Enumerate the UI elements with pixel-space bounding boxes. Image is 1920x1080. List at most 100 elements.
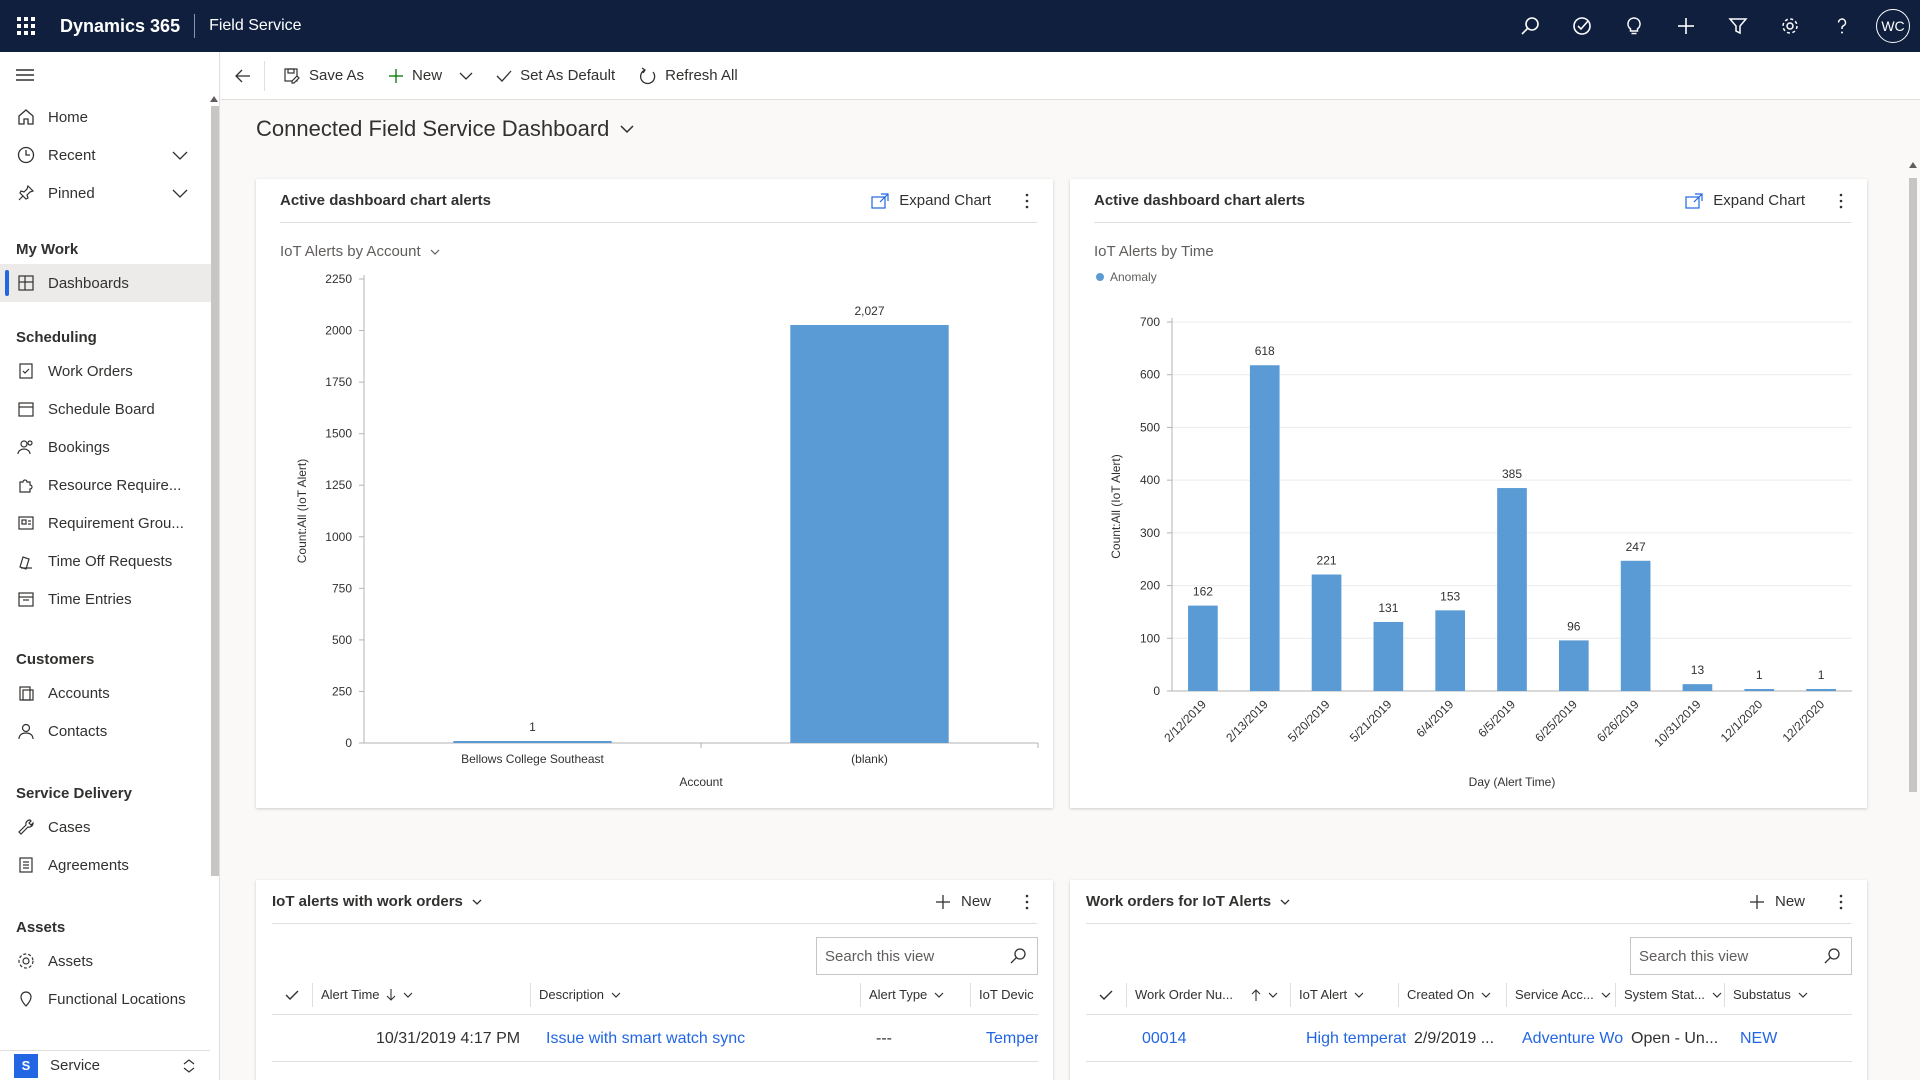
- data-label: 153: [1440, 589, 1460, 603]
- sidebar-group-title: My Work: [16, 241, 79, 258]
- sidebar-item-time-off-requests[interactable]: Time Off Requests: [0, 542, 219, 580]
- data-label: 1: [529, 720, 536, 734]
- scrollbar-thumb[interactable]: [1909, 178, 1917, 792]
- new-record-button[interactable]: New: [1749, 893, 1805, 910]
- sidebar-item-contacts[interactable]: Contacts: [0, 712, 219, 750]
- chart-view-selector[interactable]: IoT Alerts by Account: [280, 243, 441, 260]
- cell-iot-alert-link[interactable]: High temperatu: [1306, 1029, 1406, 1047]
- sidebar-item-assets[interactable]: Assets: [0, 942, 219, 980]
- search-input[interactable]: Search this view: [1630, 937, 1852, 975]
- x-tick-label: 2/12/2019: [1161, 697, 1209, 745]
- sidebar-item-label: Contacts: [48, 722, 108, 740]
- sidebar-item-pinned[interactable]: Pinned: [0, 174, 219, 212]
- sidebar-item-dashboards[interactable]: Dashboards: [0, 264, 219, 302]
- sidebar-item-agreements[interactable]: Agreements: [0, 846, 219, 884]
- column-header-work-order-number[interactable]: Work Order Nu...: [1126, 982, 1290, 1007]
- plus-icon: [388, 68, 404, 84]
- scrollbar-thumb[interactable]: [211, 106, 219, 876]
- sidebar-item-accounts[interactable]: Accounts: [0, 674, 219, 712]
- column-header-substatus[interactable]: Substatus: [1724, 982, 1812, 1007]
- time-off-icon: [16, 551, 36, 571]
- sidebar-item-requirement-groups[interactable]: Requirement Grou...: [0, 504, 219, 542]
- settings-button[interactable]: [1764, 0, 1816, 52]
- column-label: Alert Type: [869, 987, 928, 1002]
- sidebar-item-schedule-board[interactable]: Schedule Board: [0, 390, 219, 428]
- chevron-down-icon[interactable]: [171, 184, 189, 202]
- expand-chart-button[interactable]: Expand Chart: [871, 192, 991, 209]
- sidebar-scrollbar[interactable]: [209, 96, 219, 1076]
- view-selector[interactable]: IoT alerts with work orders: [272, 893, 935, 910]
- search-icon[interactable]: [1009, 947, 1027, 965]
- search-icon[interactable]: [1823, 947, 1841, 965]
- brand-title[interactable]: Dynamics 365: [60, 15, 181, 36]
- refresh-icon: [639, 66, 657, 85]
- new-button[interactable]: New: [376, 52, 454, 100]
- bar: [1744, 689, 1775, 691]
- new-dropdown-button[interactable]: [454, 52, 484, 100]
- column-header-alert-time[interactable]: Alert Time: [312, 982, 530, 1007]
- cell-service-account-link[interactable]: Adventure Wor: [1522, 1029, 1623, 1047]
- gear-icon: [1782, 18, 1798, 34]
- quick-create-button[interactable]: [1660, 0, 1712, 52]
- more-options-icon[interactable]: [1831, 894, 1851, 910]
- new-record-button[interactable]: New: [935, 893, 991, 910]
- sidebar-toggle-button[interactable]: [0, 52, 219, 98]
- sidebar-item-cases[interactable]: Cases: [0, 808, 219, 846]
- save-as-button[interactable]: Save As: [271, 52, 376, 100]
- refresh-all-button[interactable]: Refresh All: [627, 52, 750, 100]
- chart-legend[interactable]: Anomaly: [1096, 270, 1157, 284]
- area-switcher[interactable]: S Service: [0, 1050, 210, 1080]
- column-header-created-on[interactable]: Created On: [1398, 982, 1506, 1007]
- sidebar-item-label: Pinned: [48, 184, 95, 202]
- chevron-down-icon: [472, 899, 482, 905]
- sidebar-item-label: Recent: [48, 146, 96, 164]
- column-header-iot-device[interactable]: IoT Devic: [970, 982, 1038, 1007]
- select-all-checkbox[interactable]: [1086, 989, 1126, 1001]
- chevron-down-icon[interactable]: [171, 146, 189, 164]
- search-button[interactable]: [1504, 0, 1556, 52]
- cell-work-order-number-link[interactable]: 00014: [1142, 1029, 1187, 1047]
- back-button[interactable]: [221, 60, 265, 91]
- scroll-up-icon[interactable]: [210, 96, 218, 102]
- more-options-icon[interactable]: [1831, 193, 1851, 209]
- ideas-button[interactable]: [1608, 0, 1660, 52]
- cell-iot-device-link[interactable]: Temper: [986, 1029, 1038, 1047]
- set-as-default-button[interactable]: Set As Default: [484, 52, 627, 100]
- set-as-default-label: Set As Default: [520, 67, 616, 84]
- sidebar-item-resource-requirements[interactable]: Resource Require...: [0, 466, 219, 504]
- column-header-service-account[interactable]: Service Acc...: [1506, 982, 1615, 1007]
- advanced-find-button[interactable]: [1712, 0, 1764, 52]
- y-tick-label: 500: [1140, 420, 1160, 434]
- cell-description-link[interactable]: Issue with smart watch sync: [546, 1029, 746, 1047]
- bar: [1620, 560, 1651, 691]
- column-label: System Stat...: [1624, 987, 1705, 1002]
- cell-substatus-link[interactable]: NEW: [1740, 1029, 1778, 1047]
- main-scrollbar[interactable]: [1906, 160, 1920, 1080]
- help-button[interactable]: [1816, 0, 1868, 52]
- sidebar-item-time-entries[interactable]: Time Entries: [0, 580, 219, 618]
- sidebar-item-recent[interactable]: Recent: [0, 136, 219, 174]
- user-avatar[interactable]: WC: [1876, 9, 1910, 43]
- sidebar-item-bookings[interactable]: Bookings: [0, 428, 219, 466]
- column-header-alert-type[interactable]: Alert Type: [860, 982, 970, 1007]
- view-selector[interactable]: Work orders for IoT Alerts: [1086, 893, 1749, 910]
- column-header-system-status[interactable]: System Stat...: [1615, 982, 1724, 1007]
- column-header-iot-alert[interactable]: IoT Alert: [1290, 982, 1398, 1007]
- more-options-icon[interactable]: [1017, 894, 1037, 910]
- dashboard-selector[interactable]: Connected Field Service Dashboard: [256, 116, 635, 142]
- table-row[interactable]: 00014 High temperatu 2/9/2019 ... Advent…: [1086, 1016, 1852, 1062]
- app-launcher-button[interactable]: [0, 0, 52, 52]
- select-all-checkbox[interactable]: [272, 989, 312, 1001]
- search-input[interactable]: Search this view: [816, 937, 1038, 975]
- column-header-description[interactable]: Description: [530, 982, 860, 1007]
- sidebar-item-functional-locations[interactable]: Functional Locations: [0, 980, 219, 1018]
- sidebar-item-home[interactable]: Home: [0, 98, 219, 136]
- column-label: Service Acc...: [1515, 987, 1594, 1002]
- table-row[interactable]: 10/31/2019 4:17 PM Issue with smart watc…: [272, 1016, 1038, 1062]
- app-name[interactable]: Field Service: [209, 17, 302, 34]
- sidebar-item-work-orders[interactable]: Work Orders: [0, 352, 219, 390]
- scroll-up-icon[interactable]: [1909, 162, 1917, 168]
- expand-chart-button[interactable]: Expand Chart: [1685, 192, 1805, 209]
- more-options-icon[interactable]: [1017, 193, 1037, 209]
- task-button[interactable]: [1556, 0, 1608, 52]
